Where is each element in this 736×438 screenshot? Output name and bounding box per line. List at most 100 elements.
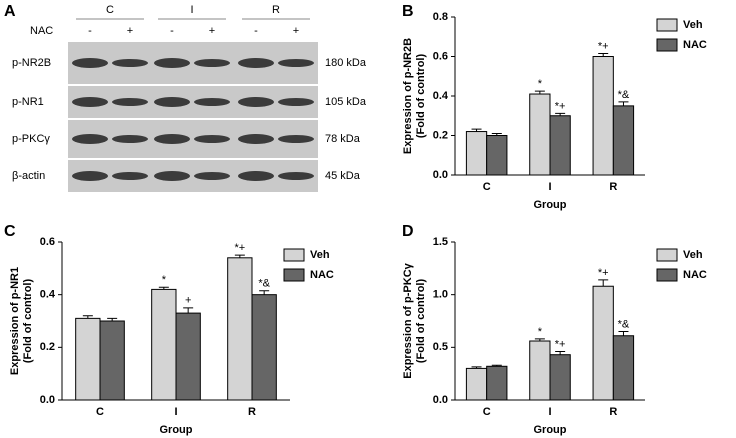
error-bar [534, 338, 545, 342]
error-bar [555, 112, 566, 116]
bar [465, 367, 488, 401]
bar [486, 365, 508, 401]
blot-band [112, 59, 148, 67]
size-label: 180 kDa [325, 57, 367, 69]
y-tick-label: 0.6 [433, 50, 448, 62]
bar [592, 285, 614, 401]
bar [75, 317, 101, 401]
x-axis-title: Group [534, 424, 567, 436]
blot-band [154, 134, 190, 144]
legend-swatch [656, 38, 678, 52]
blot-band [194, 98, 230, 106]
legend-swatch [283, 248, 305, 262]
size-label: 105 kDa [325, 96, 367, 108]
error-bar [471, 128, 482, 132]
treatment-sign: - [170, 25, 174, 37]
treatment-sign: + [293, 25, 299, 37]
y-tick-label: 0.0 [433, 169, 448, 181]
significance-marker: *& [618, 318, 630, 330]
bar [592, 56, 614, 176]
error-bar [491, 133, 502, 136]
x-tick-label: R [609, 406, 617, 418]
x-tick-label: R [248, 406, 256, 418]
y-axis-title: Expression of p-NR1 [9, 267, 21, 375]
protein-label: p-NR2B [12, 57, 51, 69]
legend-swatch [283, 268, 305, 282]
legend-label: Veh [683, 19, 703, 31]
blot-band [278, 135, 314, 143]
legend-label: NAC [683, 269, 707, 281]
blot-band [278, 98, 314, 106]
treatment-label: NAC [30, 25, 53, 37]
blot-band [72, 97, 108, 107]
significance-marker: *& [618, 89, 630, 101]
error-bar [259, 290, 270, 295]
y-tick-label: 0.5 [433, 341, 448, 353]
significance-marker: * [162, 274, 167, 286]
x-tick-label: C [483, 181, 491, 193]
significance-marker: + [185, 295, 191, 307]
bar [151, 288, 177, 401]
significance-marker: *+ [555, 100, 566, 112]
y-axis-title: (Fold of control) [22, 279, 34, 364]
significance-marker: *+ [555, 338, 566, 350]
panel-label: D [402, 223, 414, 240]
blot-band [72, 134, 108, 144]
bar [549, 115, 571, 176]
y-tick-label: 0.0 [433, 394, 448, 406]
significance-marker: * [538, 78, 543, 90]
blot-band [72, 58, 108, 68]
x-tick-label: R [609, 181, 617, 193]
legend-label: NAC [683, 39, 707, 51]
y-axis-title: (Fold of control) [415, 54, 427, 139]
significance-marker: * [538, 326, 543, 338]
error-bar [471, 366, 482, 369]
error-bar [618, 331, 629, 336]
blot-band [72, 171, 108, 181]
legend-swatch [656, 248, 678, 262]
x-tick-label: I [548, 181, 551, 193]
y-tick-label: 0.2 [433, 129, 448, 141]
bar [486, 135, 508, 176]
x-axis-title: Group [160, 424, 193, 436]
legend-swatch [656, 268, 678, 282]
blot-band [154, 97, 190, 107]
error-bar [598, 279, 609, 287]
y-tick-label: 0.2 [40, 341, 55, 353]
error-bar [183, 307, 194, 314]
bar [529, 340, 551, 401]
bar [251, 294, 277, 401]
group-label: C [106, 4, 114, 16]
blot-band [194, 59, 230, 67]
blot-band [278, 172, 314, 180]
bar [612, 335, 635, 401]
blot-band [278, 59, 314, 67]
x-tick-label: I [548, 406, 551, 418]
size-label: 78 kDa [325, 133, 361, 145]
significance-marker: *+ [598, 267, 609, 279]
bar [227, 257, 253, 401]
y-tick-label: 1.5 [433, 236, 448, 248]
error-bar [555, 351, 566, 355]
error-bar [534, 90, 545, 95]
panel-label: B [402, 3, 414, 20]
bar [612, 105, 635, 176]
treatment-sign: - [88, 25, 92, 37]
x-tick-label: I [174, 406, 177, 418]
significance-marker: *+ [598, 40, 609, 52]
panel-label: A [4, 3, 16, 20]
blot-band [154, 171, 190, 181]
significance-marker: *& [258, 278, 270, 290]
error-bar [158, 286, 169, 290]
protein-label: β-actin [12, 170, 45, 182]
x-tick-label: C [96, 406, 104, 418]
y-tick-label: 0.4 [40, 289, 56, 301]
error-bar [618, 101, 629, 106]
blot-band [238, 134, 274, 144]
blot-band [112, 172, 148, 180]
y-axis-title: (Fold of control) [415, 279, 427, 364]
blot-band [154, 58, 190, 68]
y-tick-label: 0.0 [40, 394, 55, 406]
blot-band [194, 135, 230, 143]
blot-band [238, 58, 274, 68]
